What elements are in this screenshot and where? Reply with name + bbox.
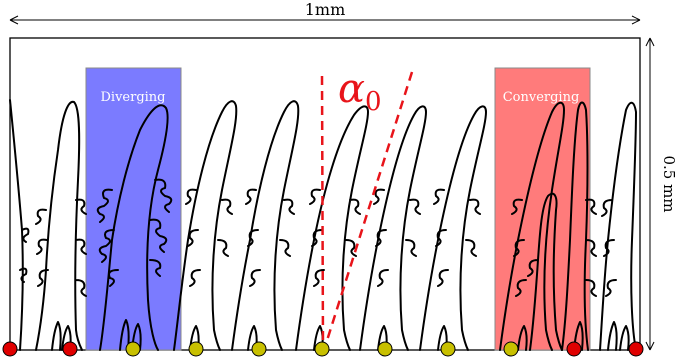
vertical-reference-line (320, 75, 325, 351)
seed-olive-3 (125, 341, 141, 357)
seed-olive-9 (503, 341, 519, 357)
angle-symbol: α (338, 66, 365, 112)
angle-subscript: 0 (365, 87, 382, 117)
dendrite-1 (35, 100, 87, 351)
height-label: 0.5 mm (660, 155, 675, 212)
height-dimension: 0.5 mm (645, 37, 675, 351)
dendrite-3 (173, 100, 238, 351)
converging-label: Converging (503, 90, 580, 105)
seed-olive-4 (188, 341, 204, 357)
seed-olive-6 (314, 341, 330, 357)
seed-red-10 (566, 341, 582, 357)
dendrite-10 (561, 101, 597, 351)
dendrite-8 (499, 101, 565, 351)
seed-olive-5 (251, 341, 267, 357)
seed-olive-7 (377, 341, 393, 357)
dendrite-outlines (9, 99, 637, 351)
dendrite-7 (419, 105, 487, 351)
width-dimension: 1mm (9, 0, 641, 25)
dendrite-9 (527, 192, 563, 351)
seed-red-2 (62, 341, 78, 357)
dendrite-edge-left (9, 99, 30, 351)
seed-row (2, 341, 644, 357)
seed-olive-8 (440, 341, 456, 357)
width-label: 1mm (305, 0, 346, 19)
seed-red-11 (628, 341, 644, 357)
growth-direction-line (322, 71, 414, 351)
dendrite-2 (96, 104, 173, 351)
dendrite-4 (231, 100, 300, 351)
dendrite-edge-right (599, 101, 637, 351)
seed-red-1 (2, 341, 18, 357)
diverging-label: Diverging (100, 90, 165, 105)
dendrite-6 (359, 105, 427, 351)
angle-label: α0 (338, 66, 382, 117)
dendrite-5 (295, 105, 369, 351)
